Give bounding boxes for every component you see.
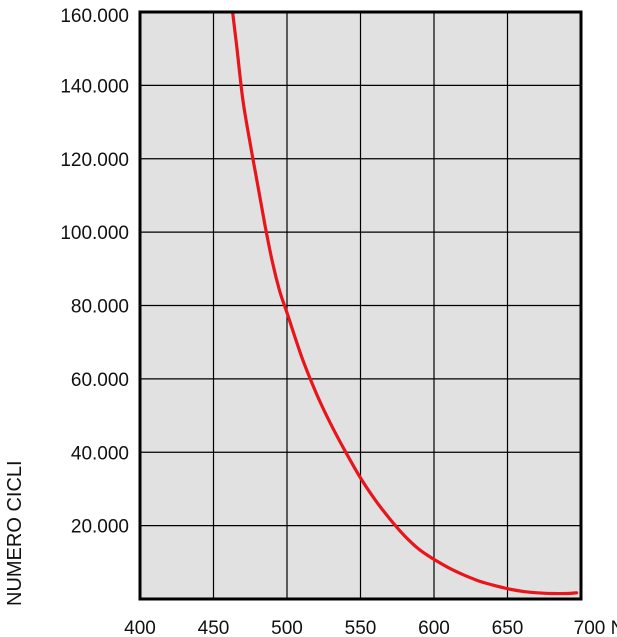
y-tick-label: 60.000 <box>71 370 129 391</box>
y-tick-label: 100.000 <box>60 223 129 244</box>
x-tick-label: 700 N <box>574 618 617 637</box>
x-tick-label: 650 <box>492 618 524 637</box>
y-tick-label: 20.000 <box>71 517 129 538</box>
x-tick-label: 500 <box>271 618 303 637</box>
grid-lines <box>140 12 581 599</box>
x-tick-label: 550 <box>345 618 377 637</box>
series-curves <box>231 10 579 596</box>
series-line <box>231 10 579 596</box>
y-tick-label: 40.000 <box>71 443 129 464</box>
y-axis-ticks: 20.000 40.000 60.000 80.000 100.000 120.000 14… <box>60 6 129 538</box>
x-tick-label: 450 <box>198 618 230 637</box>
y-tick-label: 140.000 <box>60 76 129 97</box>
y-tick-label: 120.000 <box>60 150 129 171</box>
x-tick-label: 400 <box>124 618 156 637</box>
y-tick-label: 160.000 <box>60 6 129 27</box>
x-axis-ticks: 400 450 500 550 600 650 700 N <box>124 618 617 637</box>
y-tick-label: 80.000 <box>71 297 129 318</box>
plot-frame <box>138 10 583 601</box>
x-tick-label: 600 <box>418 618 450 637</box>
y-axis-label: NUMERO CICLI <box>4 460 26 606</box>
